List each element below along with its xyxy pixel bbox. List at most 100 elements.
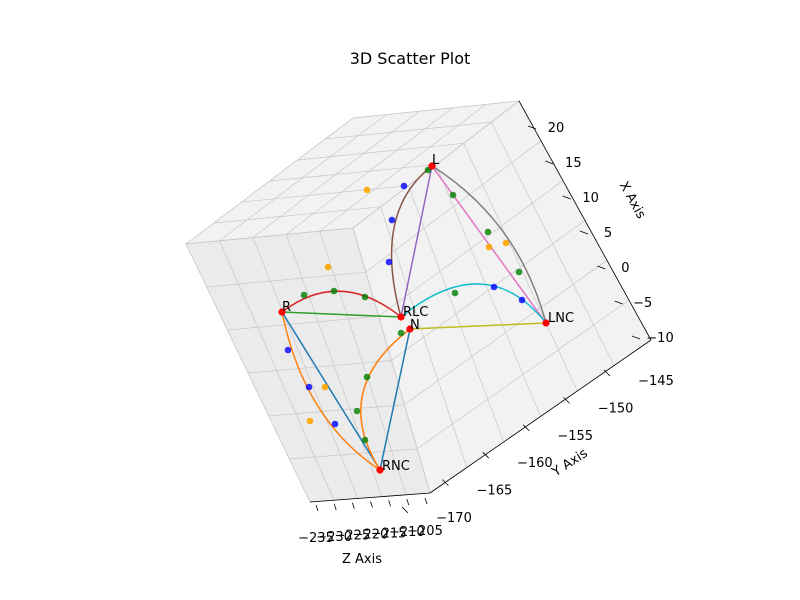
green-point xyxy=(397,329,405,337)
y-tick-label: −170 xyxy=(436,511,472,526)
curve-r-rnc xyxy=(281,311,381,471)
green-point xyxy=(361,436,369,444)
y-tick-mark xyxy=(522,424,530,432)
z-tick-mark xyxy=(424,497,428,505)
green-point xyxy=(484,228,492,236)
x-tick-mark xyxy=(597,265,606,270)
green-point xyxy=(451,289,459,297)
line-l-rlc xyxy=(400,165,433,318)
z-tick-label: −230 xyxy=(316,530,352,545)
blue-point xyxy=(518,296,526,304)
z-tick-mark xyxy=(370,501,373,508)
z-tick-label: −210 xyxy=(389,525,425,540)
landmark-label: L xyxy=(432,153,440,168)
landmark-point xyxy=(406,325,414,333)
z-gridline xyxy=(297,142,578,392)
axis-lines xyxy=(309,100,652,503)
x-tick-mark xyxy=(614,300,623,305)
z-tick-label: −225 xyxy=(334,529,370,544)
line-rnc-n xyxy=(379,328,411,471)
z-gridline xyxy=(185,227,431,494)
y-tick-mark xyxy=(482,451,490,459)
y-tick-mark xyxy=(603,369,611,377)
x-tick-label: −5 xyxy=(633,296,652,311)
curve-rlc-lnc xyxy=(400,283,547,324)
curve-l-rlc xyxy=(390,165,433,318)
blue-point xyxy=(388,216,396,224)
landmark-point xyxy=(376,466,384,474)
landmark-label: N xyxy=(410,318,420,333)
z-gridline xyxy=(241,185,504,443)
chart-title: 3D Scatter Plot xyxy=(350,49,471,68)
x-axis-line xyxy=(518,100,652,341)
x-tick-mark xyxy=(562,195,571,200)
series-lines xyxy=(281,165,547,471)
x-tick-mark xyxy=(631,335,641,340)
line-n-lnc xyxy=(409,322,547,330)
line-r-rnc xyxy=(281,311,381,471)
landmark-label: LNC xyxy=(548,311,574,326)
orange-point xyxy=(363,186,371,194)
green-point xyxy=(515,268,523,276)
scatter-points xyxy=(278,162,550,474)
y-tick-label: −160 xyxy=(517,456,553,471)
blue-point xyxy=(400,182,408,190)
green-point xyxy=(330,287,338,295)
z-tick-label: −215 xyxy=(371,526,407,541)
x-tick-label: 10 xyxy=(582,191,599,206)
tick-labels: 20 15 10 5 0 −5 −10 −145 −150 −155 −160 −165 −170 −23… xyxy=(298,121,674,546)
y-tick-mark xyxy=(563,397,570,404)
blue-point xyxy=(385,258,393,266)
x-tick-label: 20 xyxy=(548,121,565,136)
green-point xyxy=(361,293,369,301)
z-tick-label: −220 xyxy=(353,528,389,543)
z-gridline xyxy=(213,206,468,468)
y-tick-label: −165 xyxy=(477,484,513,499)
orange-point xyxy=(485,243,493,251)
x-tick-mark xyxy=(527,125,537,130)
orange-point xyxy=(324,263,332,271)
blue-point xyxy=(305,383,313,391)
z-tick-label: −235 xyxy=(298,531,334,546)
blue-point xyxy=(284,346,292,354)
z-tick-mark xyxy=(315,504,319,512)
x-tick-mark xyxy=(545,160,554,165)
green-point xyxy=(353,407,361,415)
curve-rnc-n xyxy=(360,328,411,471)
blue-point xyxy=(331,420,339,428)
landmark-point xyxy=(278,308,286,316)
y-axis-line xyxy=(429,339,652,494)
curve-r-rlc xyxy=(281,290,402,318)
x-tick-label: 5 xyxy=(604,226,612,241)
green-point xyxy=(363,373,371,381)
landmark-label: RLC xyxy=(403,305,428,320)
landmark-point xyxy=(397,313,405,321)
green-point xyxy=(300,291,308,299)
z-tick-mark xyxy=(406,499,410,506)
orange-point xyxy=(321,383,329,391)
y-tick-label: −155 xyxy=(557,429,593,444)
z-tick-mark xyxy=(351,502,355,509)
z-tick-mark xyxy=(388,500,392,507)
x-tick-label: 15 xyxy=(565,156,582,171)
y-tick-label: −150 xyxy=(598,401,634,416)
y-tick-mark xyxy=(401,506,409,514)
landmark-label: RNC xyxy=(382,459,410,474)
z-gridline xyxy=(325,121,615,366)
y-tick-mark xyxy=(442,479,449,486)
landmark-point xyxy=(542,319,550,327)
z-tick-mark xyxy=(333,503,337,510)
orange-point xyxy=(502,239,510,247)
y-tick-label: −145 xyxy=(638,374,674,389)
curve-l-lnc xyxy=(431,165,547,324)
z-gridline xyxy=(269,164,541,417)
green-point xyxy=(449,191,457,199)
orange-point xyxy=(306,417,314,425)
z-axis-label: Z Axis xyxy=(342,552,382,567)
z-axis-line xyxy=(309,492,431,503)
blue-point xyxy=(490,283,498,291)
x-tick-label: −10 xyxy=(646,331,673,346)
x-tick-mark xyxy=(579,230,589,235)
